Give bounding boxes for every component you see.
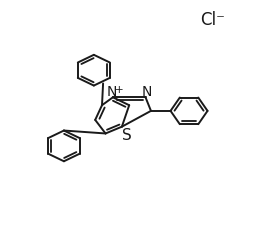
- Text: Cl⁻: Cl⁻: [200, 11, 225, 29]
- Text: +: +: [115, 85, 124, 95]
- Text: N: N: [106, 84, 117, 98]
- Text: S: S: [122, 128, 132, 142]
- Text: N: N: [142, 84, 152, 98]
